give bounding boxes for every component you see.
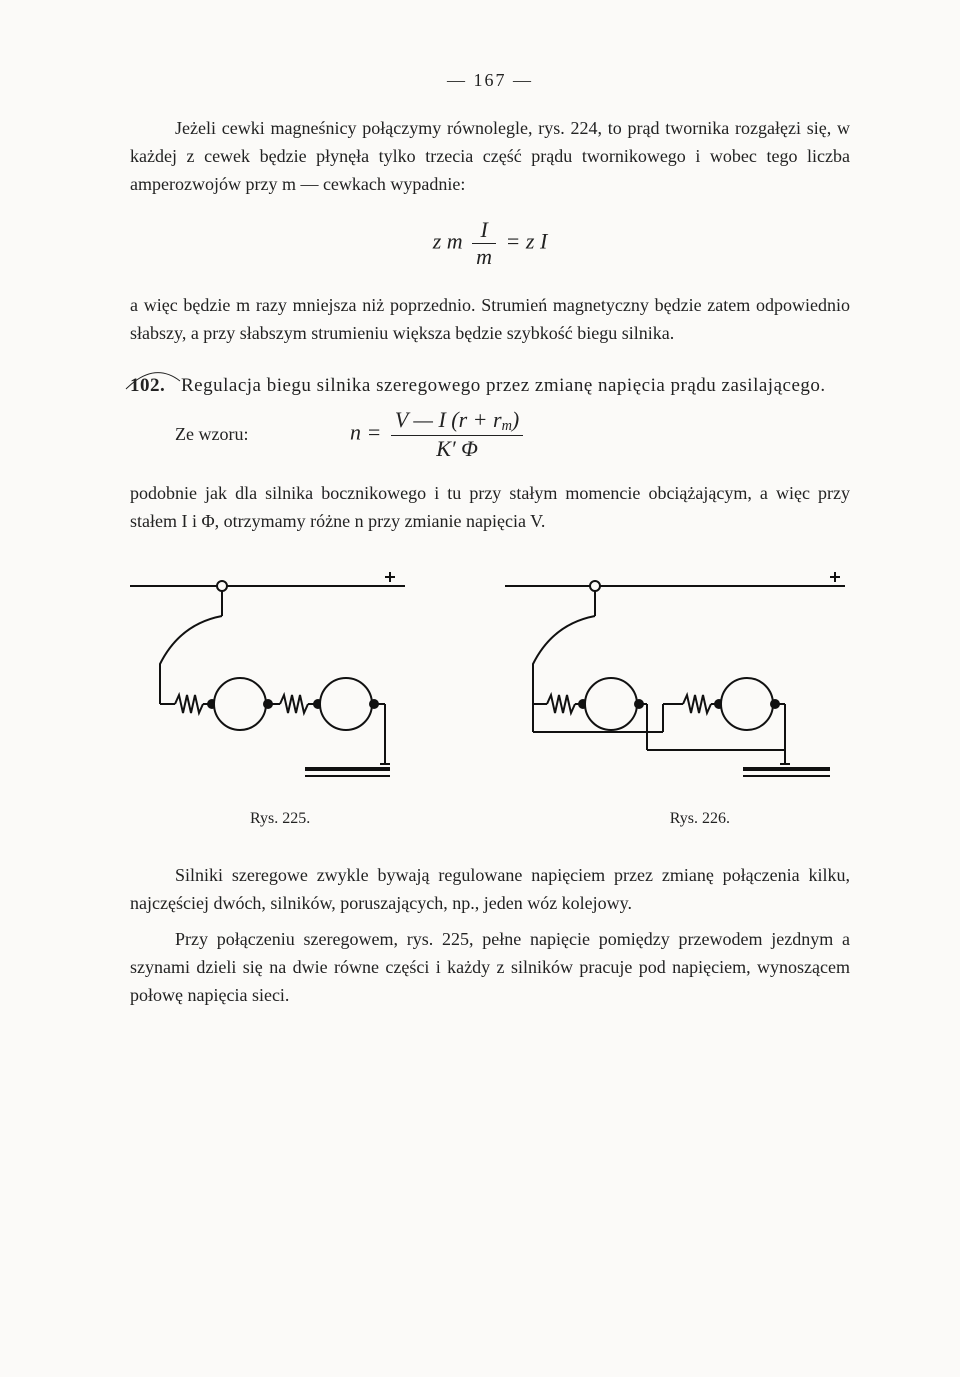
eq2-num: V — I (r + rm) — [391, 407, 523, 435]
caption-226: Rys. 226. — [670, 810, 730, 828]
figure-captions: Rys. 225. Rys. 226. — [130, 810, 850, 828]
eq1-fraction: I m — [472, 217, 496, 270]
eq1-prefix: z m — [433, 228, 463, 253]
equation-2: n = V — I (r + rm) K′ Φ — [350, 407, 527, 462]
eq2-num-main: V — I (r + r — [395, 407, 502, 432]
figures-row — [130, 564, 850, 804]
paragraph-2: a więc będzie m razy mniejsza niż poprze… — [130, 292, 850, 348]
ze-wzoru-label: Ze wzoru: — [130, 424, 350, 445]
equation-1: z m I m = z I — [130, 217, 850, 270]
eq2-fraction: V — I (r + rm) K′ Φ — [391, 407, 523, 462]
caption-225: Rys. 225. — [250, 810, 310, 828]
eq2-den: K′ Φ — [391, 435, 523, 462]
eq2-num-tail: ) — [512, 407, 519, 432]
section-heading: 102. Regulacja biegu silnika szeregowego… — [130, 375, 850, 397]
eq2-num-sub: m — [502, 418, 512, 434]
paragraph-4: Silniki szeregowe zwykle bywają regulowa… — [130, 862, 850, 918]
figure-226 — [505, 564, 850, 804]
figure-225 — [130, 564, 475, 804]
eq1-num: I — [472, 217, 496, 243]
page: — 167 — Jeżeli cewki magneśnicy połączym… — [0, 0, 960, 1377]
arc-decoration — [124, 365, 184, 395]
paragraph-5: Przy połączeniu szeregowem, rys. 225, pe… — [130, 926, 850, 1010]
paragraph-1: Jeżeli cewki magneśnicy połączymy równol… — [130, 115, 850, 199]
eq2-lhs: n = — [350, 420, 381, 445]
section-title: Regulacja biegu silnika szeregowego prze… — [181, 375, 826, 396]
paragraph-3: podobnie jak dla silnika bocznikowego i … — [130, 480, 850, 536]
page-number: — 167 — — [130, 70, 850, 91]
eq1-rhs: = z I — [506, 228, 548, 253]
section-number: 102. — [130, 375, 171, 396]
formula-row: Ze wzoru: n = V — I (r + rm) K′ Φ — [130, 407, 850, 462]
eq1-den: m — [472, 243, 496, 270]
